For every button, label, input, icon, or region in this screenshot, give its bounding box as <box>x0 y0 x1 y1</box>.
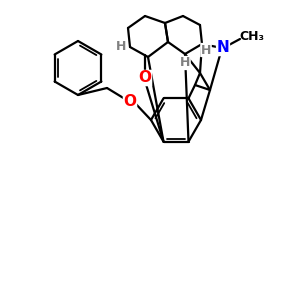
Text: H: H <box>201 44 211 56</box>
Text: O: O <box>139 70 152 86</box>
Text: N: N <box>217 40 230 56</box>
Text: H: H <box>116 40 126 53</box>
Text: O: O <box>124 94 136 110</box>
Text: H: H <box>180 56 190 70</box>
Text: CH₃: CH₃ <box>239 31 265 44</box>
